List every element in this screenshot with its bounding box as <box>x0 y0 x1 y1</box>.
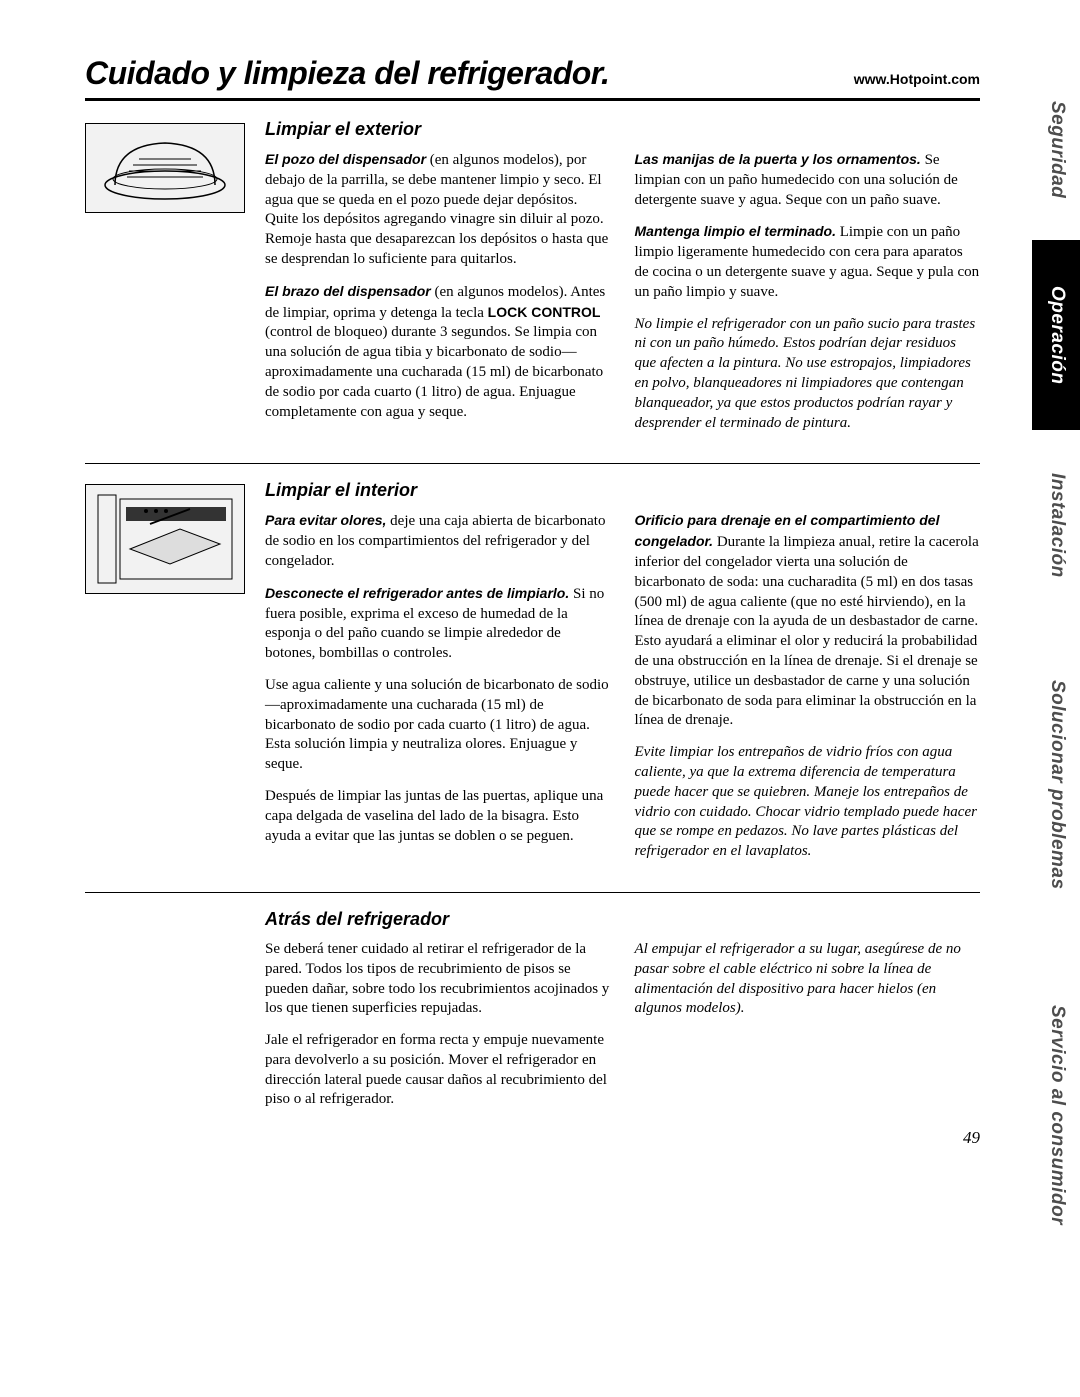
s2-p4: Después de limpiar las juntas de las pue… <box>265 787 611 846</box>
page-title: Cuidado y limpieza del refrigerador. <box>85 55 609 92</box>
page-number: 49 <box>963 1128 980 1148</box>
section-title-interior: Limpiar el interior <box>265 480 980 501</box>
tab-servicio[interactable]: Servicio al consumidor <box>1032 950 1080 1280</box>
dispenser-tray-illustration <box>85 123 245 213</box>
s3-p3: Al empujar el refrigerador a su lugar, a… <box>635 940 981 1019</box>
interior-cleaning-illustration <box>85 484 245 594</box>
s1-p2: El brazo del dispensador (en algunos mod… <box>265 282 611 423</box>
tab-operacion[interactable]: Operación <box>1032 240 1080 430</box>
s1-p1: El pozo del dispensador (en algunos mode… <box>265 150 611 270</box>
tab-seguridad[interactable]: Seguridad <box>1032 60 1080 240</box>
website-url: www.Hotpoint.com <box>854 71 980 87</box>
section-exterior: Limpiar el exterior El pozo del dispensa… <box>85 119 980 445</box>
section-interior: Limpiar el interior Para evitar olores, … <box>85 480 980 874</box>
s3-p1: Se deberá tener cuidado al retirar el re… <box>265 940 611 1019</box>
section-divider <box>85 892 980 893</box>
section-title-exterior: Limpiar el exterior <box>265 119 980 140</box>
section-behind: Atrás del refrigerador Se deberá tener c… <box>85 909 980 1122</box>
section-divider <box>85 463 980 464</box>
s1-p5: No limpie el refrigerador con un paño su… <box>635 315 981 434</box>
s1-p3: Las manijas de la puerta y los ornamento… <box>635 150 981 210</box>
s2-p2: Desconecte el refrigerador antes de limp… <box>265 584 611 664</box>
section-title-behind: Atrás del refrigerador <box>265 909 980 930</box>
s1-p4: Mantenga limpio el terminado. Limpie con… <box>635 222 981 302</box>
s2-p6: Evite limpiar los entrepaños de vidrio f… <box>635 743 981 862</box>
s2-p3: Use agua caliente y una solución de bica… <box>265 676 611 775</box>
s2-p1: Para evitar olores, deje una caja abiert… <box>265 511 611 571</box>
side-tabs: Seguridad Operación Instalación Solucion… <box>1032 60 1080 1280</box>
tab-instalacion[interactable]: Instalación <box>1032 430 1080 620</box>
tab-solucionar[interactable]: Solucionar problemas <box>1032 620 1080 950</box>
header: Cuidado y limpieza del refrigerador. www… <box>85 55 980 101</box>
s3-p2: Jale el refrigerador en forma recta y em… <box>265 1031 611 1110</box>
s2-p5: Orificio para drenaje en el compartimien… <box>635 511 981 731</box>
